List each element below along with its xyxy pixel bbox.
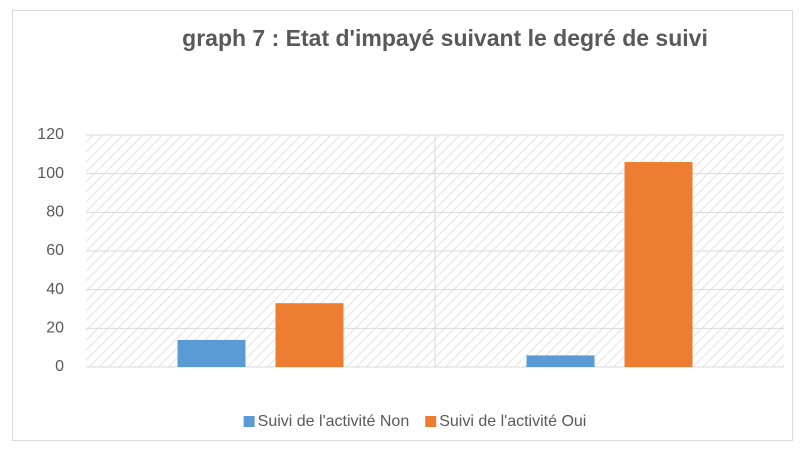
legend-label: Suivi de l'activité Non	[258, 413, 410, 430]
chart-title: graph 7 : Etat d'impayé suivant le degré…	[182, 25, 708, 51]
y-tick-label: 80	[46, 204, 64, 221]
bar	[624, 162, 693, 367]
bar	[526, 355, 595, 367]
y-tick-label: 0	[55, 358, 64, 375]
bar	[177, 339, 246, 367]
y-tick-label: 100	[37, 165, 64, 182]
legend-swatch	[425, 416, 437, 427]
y-tick-label: 40	[46, 281, 64, 298]
legend-label: Suivi de l'activité Oui	[439, 413, 586, 430]
bar	[275, 303, 344, 367]
legend-swatch	[243, 416, 255, 427]
y-tick-label: 60	[46, 242, 64, 259]
y-tick-label: 20	[46, 320, 64, 337]
y-tick-label: 120	[37, 126, 64, 143]
